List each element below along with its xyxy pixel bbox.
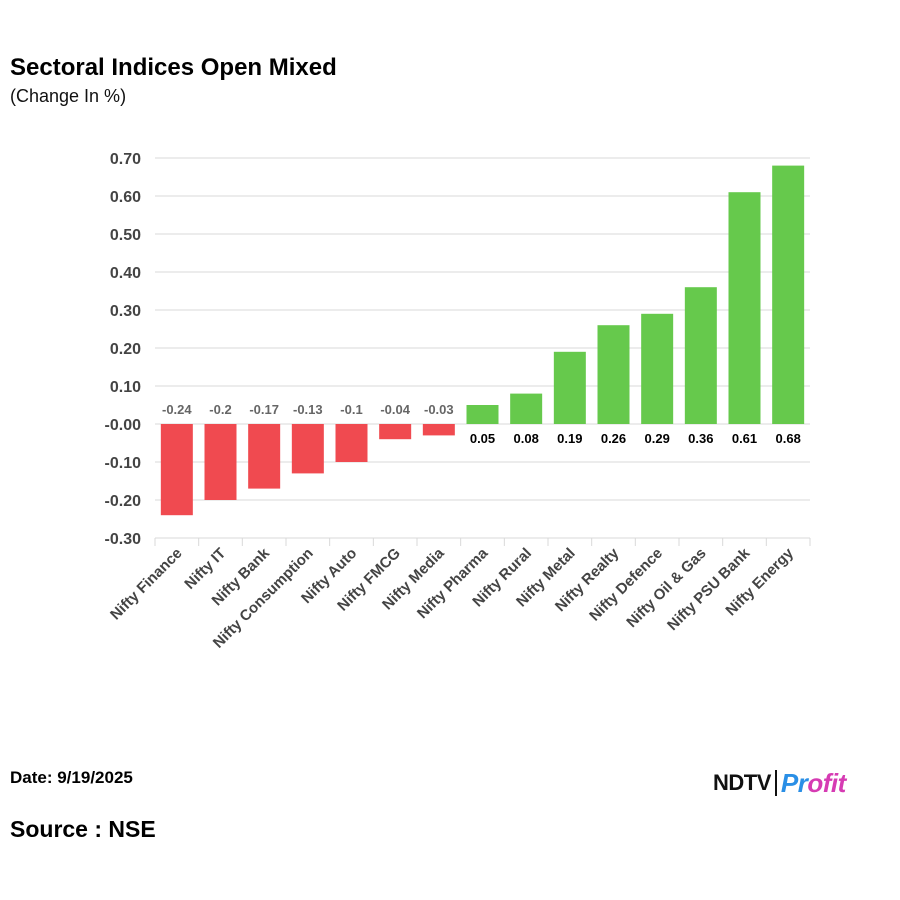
bar — [160, 424, 193, 516]
y-tick-label: 0.60 — [110, 189, 141, 206]
bar — [466, 405, 499, 424]
data-label: -0.13 — [293, 402, 323, 417]
date-label: Date: 9/19/2025 — [10, 768, 133, 787]
bar — [772, 165, 805, 424]
bar — [248, 424, 281, 489]
data-label: -0.1 — [340, 402, 362, 417]
bar — [204, 424, 237, 500]
source-label: Source : NSE — [10, 816, 156, 842]
y-tick-label: 0.20 — [110, 341, 141, 358]
data-label: -0.24 — [162, 402, 192, 417]
data-label: 0.61 — [732, 431, 757, 446]
category-label: Nifty Oil & Gas — [623, 545, 709, 631]
data-label: 0.19 — [557, 431, 582, 446]
y-tick-label: 0.70 — [110, 151, 141, 168]
y-tick-label: 0.30 — [110, 303, 141, 320]
bar — [335, 424, 368, 462]
y-tick-label: 0.40 — [110, 265, 141, 282]
bar — [597, 325, 630, 424]
y-tick-label: 0.50 — [110, 227, 141, 244]
logo-ndtv-text: NDTV — [713, 770, 771, 795]
bar — [422, 424, 455, 436]
bar — [379, 424, 412, 440]
bar — [684, 287, 717, 424]
chart-subtitle: (Change In %) — [10, 86, 127, 106]
bar — [553, 351, 586, 424]
data-label: 0.36 — [688, 431, 713, 446]
category-label: Nifty Finance — [107, 545, 186, 624]
chart-title: Sectoral Indices Open Mixed — [10, 54, 337, 81]
bar — [510, 393, 543, 424]
data-label: 0.26 — [601, 431, 626, 446]
y-tick-label: -0.00 — [105, 417, 142, 434]
data-label: -0.03 — [424, 402, 454, 417]
bar — [291, 424, 324, 474]
data-label: -0.2 — [209, 402, 231, 417]
bar — [728, 192, 761, 424]
y-tick-label: -0.20 — [105, 493, 142, 510]
data-label: 0.68 — [776, 431, 801, 446]
logo-separator — [774, 770, 777, 796]
data-label: -0.04 — [380, 402, 410, 417]
data-label: 0.29 — [645, 431, 670, 446]
y-tick-label: 0.10 — [110, 379, 141, 396]
bar — [641, 313, 674, 424]
logo-profit-text: Profit — [780, 767, 846, 798]
y-tick-label: -0.10 — [105, 455, 142, 472]
bar-chart: 0.70 0.60 0.50 0.40 0.30 0.20 0.10 -0.00 -0.10 -0… — [105, 151, 811, 652]
y-tick-label: -0.30 — [105, 531, 142, 548]
ndtv-profit-logo: NDTV Profit — [713, 768, 846, 798]
data-label: 0.08 — [514, 431, 539, 446]
data-label: -0.17 — [249, 402, 279, 417]
data-label: 0.05 — [470, 431, 495, 446]
